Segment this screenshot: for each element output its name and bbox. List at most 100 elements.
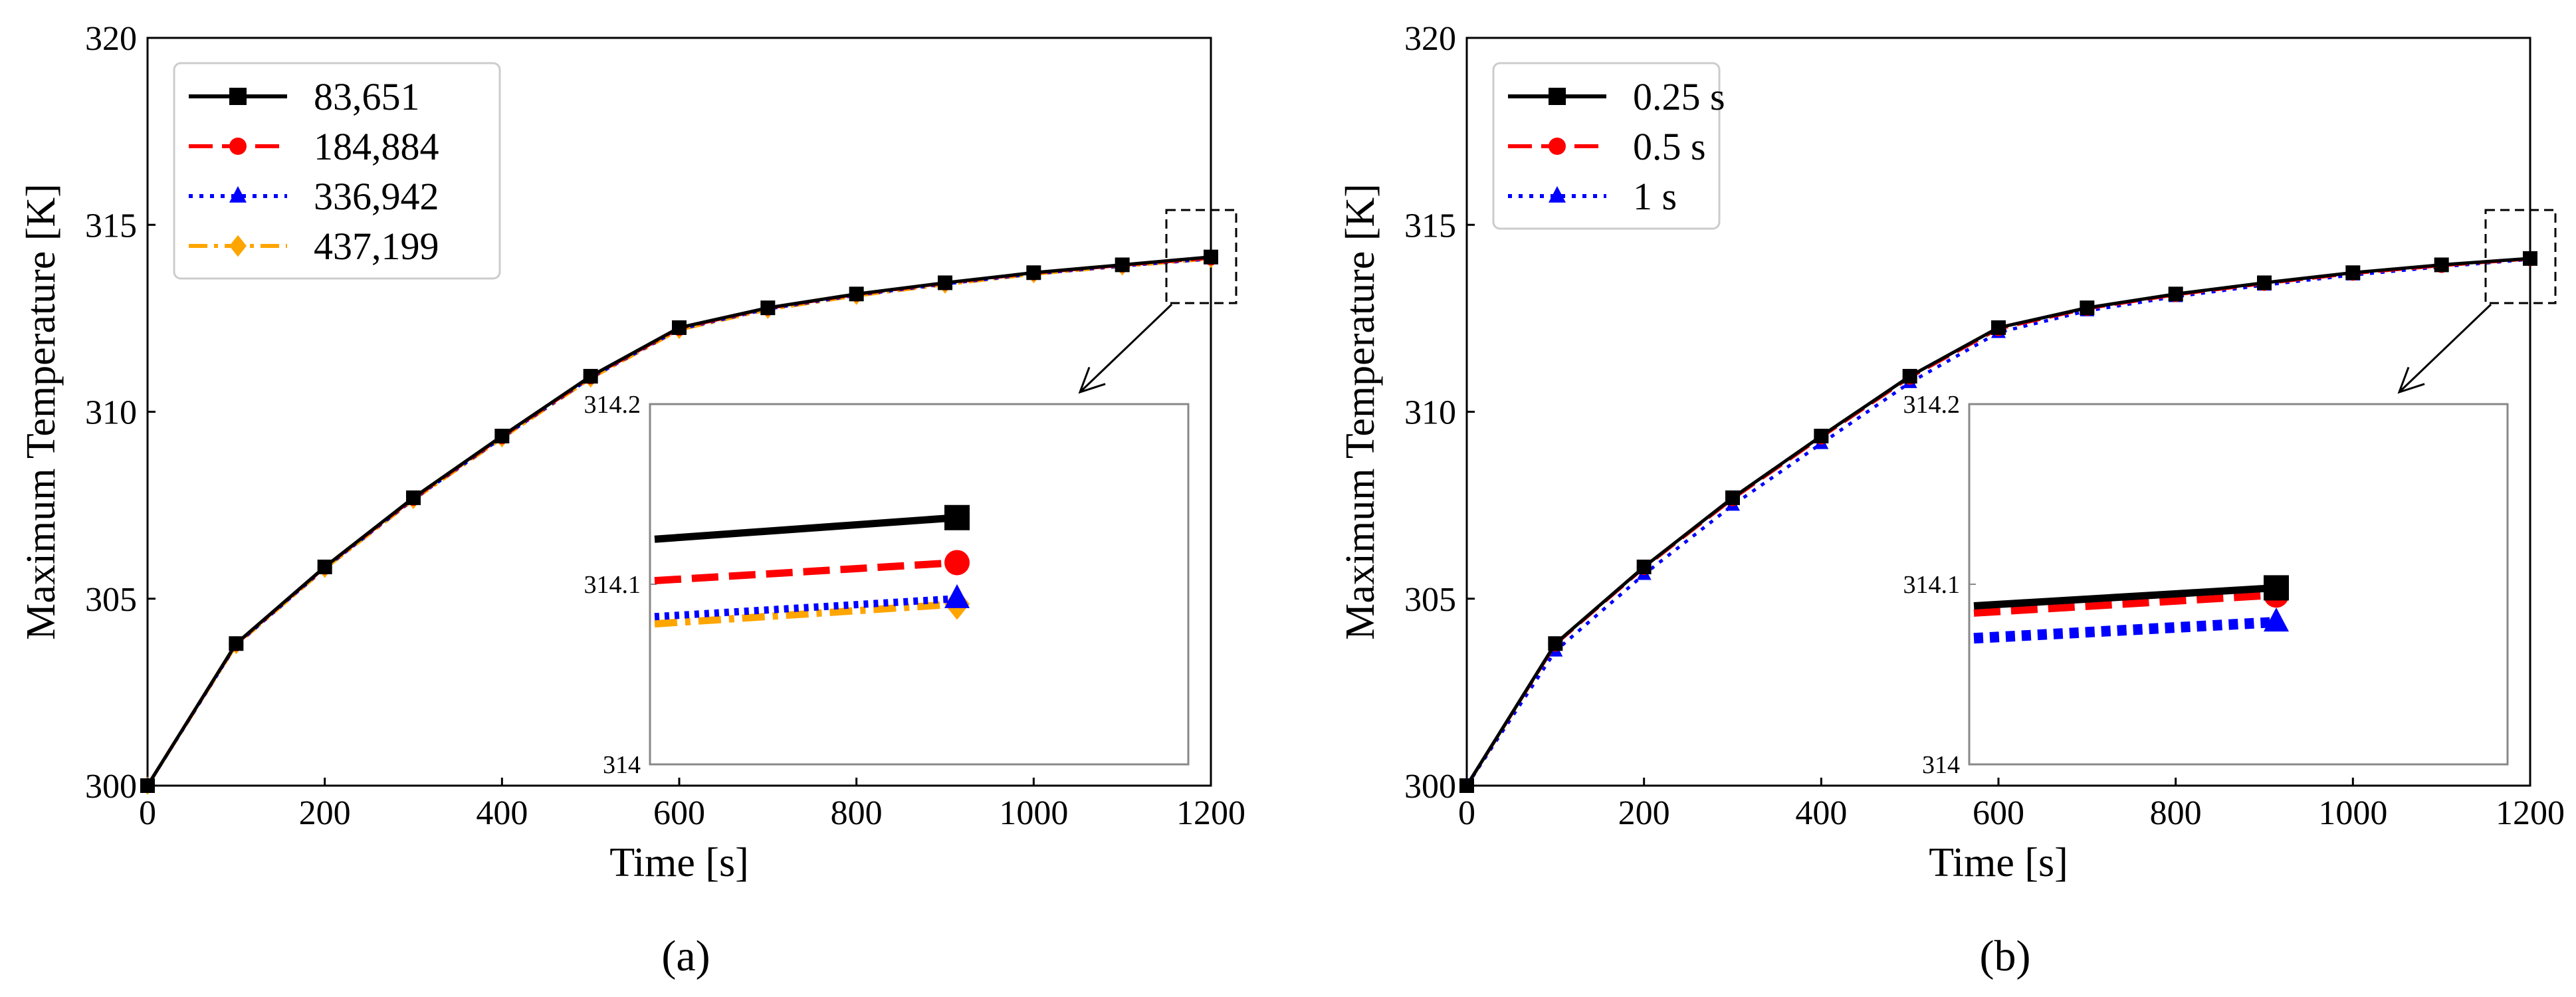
data-point <box>1026 265 1041 280</box>
y-tick-label: 320 <box>1404 20 1456 58</box>
inset-series-line <box>654 600 958 628</box>
data-point <box>583 369 598 384</box>
inset-data-point <box>2264 608 2289 632</box>
data-point <box>494 429 510 444</box>
y-tick-label: 320 <box>85 20 137 58</box>
legend-marker <box>1549 138 1566 155</box>
legend-marker <box>1549 88 1566 105</box>
data-point <box>760 300 776 316</box>
legend-label: 1 s <box>1633 175 1677 218</box>
legend-frame <box>173 62 501 280</box>
panel-caption: (b) <box>1980 932 2031 980</box>
inset-data-point <box>944 550 970 576</box>
x-tick-label: 0 <box>139 794 156 832</box>
zoom-box <box>1165 209 1237 304</box>
y-tick-label: 305 <box>85 581 137 619</box>
data-point <box>140 778 155 793</box>
legend-marker <box>229 186 247 203</box>
y-tick-label: 300 <box>85 768 137 806</box>
x-tick-label: 800 <box>2150 794 2202 832</box>
inset-series-line <box>1973 616 2277 644</box>
legend-marker <box>229 138 247 155</box>
legend-label: 336,942 <box>314 175 439 218</box>
data-point <box>1459 778 1474 793</box>
inset-series-line <box>654 514 958 543</box>
data-point <box>1115 257 1130 273</box>
x-tick-label: 1200 <box>2496 794 2565 832</box>
data-point <box>2257 275 2272 290</box>
x-tick-label: 800 <box>831 794 883 832</box>
y-tick-label: 305 <box>1404 581 1456 619</box>
x-tick-label: 1200 <box>1176 794 1245 832</box>
data-point <box>2168 286 2183 302</box>
y-tick-label: 310 <box>85 394 137 432</box>
data-point <box>938 275 952 290</box>
panel-caption: (a) <box>661 932 710 980</box>
inset-series-line <box>1973 591 2277 617</box>
inset-y-tick-label: 314.1 <box>584 571 641 599</box>
data-point <box>317 559 332 574</box>
series-0 <box>1459 251 2537 793</box>
inset-series-line <box>1973 584 2277 610</box>
inset-series-0 <box>1973 575 2289 610</box>
legend-marker <box>229 235 247 257</box>
inset-frame <box>649 403 1190 766</box>
data-point <box>2345 265 2361 280</box>
x-axis-label: Time [s] <box>609 840 749 885</box>
inset-series-line <box>654 595 958 621</box>
x-tick-label: 400 <box>476 794 528 832</box>
legend: 83,651 184,884 336,942 437,199 <box>173 62 501 280</box>
inset: 314 314.1 314.2 <box>1903 391 2509 779</box>
legend-marker <box>1549 186 1566 203</box>
legend: 0.25 s 0.5 s 1 s <box>1492 62 1725 230</box>
legend-label: 83,651 <box>314 75 420 118</box>
legend-label: 184,884 <box>314 125 439 168</box>
data-point <box>229 636 244 651</box>
inset: 314 314.1 314.2 <box>584 391 1190 779</box>
chart-b: 0 200 400 600 800 1000 1200 300 305 310 315 320 Time… <box>1338 20 2565 980</box>
y-axis-label: Maximum Temperature [K] <box>1338 183 1383 640</box>
y-tick-label: 310 <box>1404 394 1456 432</box>
inset-series-0 <box>654 504 970 543</box>
legend-marker <box>229 88 247 105</box>
zoom-arrow <box>2398 303 2492 393</box>
y-tick-label: 300 <box>1404 768 1456 806</box>
data-point <box>672 320 687 335</box>
x-tick-label: 1000 <box>2318 794 2387 832</box>
inset-data-point <box>944 584 970 608</box>
inset-data-point <box>944 504 970 530</box>
data-point <box>1204 249 1218 265</box>
data-point <box>2434 257 2449 273</box>
zoom-arrow <box>1079 303 1173 393</box>
x-axis-label: Time [s] <box>1929 840 2068 885</box>
data-point <box>1548 636 1563 651</box>
inset-y-tick-label: 314.2 <box>584 391 641 419</box>
data-point <box>1814 429 1829 444</box>
x-tick-label: 200 <box>1618 794 1670 832</box>
inset-series-line <box>654 558 958 585</box>
x-tick-label: 1000 <box>999 794 1068 832</box>
legend-label: 0.25 s <box>1633 75 1725 118</box>
series-0 <box>140 249 1218 793</box>
inset-series-1 <box>654 550 970 585</box>
zoom-arrow-head <box>1078 367 1106 394</box>
data-point <box>1725 490 1740 505</box>
data-point <box>406 490 421 505</box>
data-point <box>1991 320 2006 335</box>
zoom-arrow-head <box>2397 367 2425 394</box>
y-tick-label: 315 <box>1404 207 1456 245</box>
y-tick-label: 315 <box>85 207 137 245</box>
inset-y-tick-label: 314.1 <box>1903 571 1961 599</box>
data-point <box>1636 559 1652 574</box>
legend-label: 437,199 <box>314 225 439 268</box>
data-point <box>2523 251 2537 266</box>
inset-y-tick-label: 314 <box>1922 751 1960 779</box>
inset-data-point <box>2264 575 2289 601</box>
data-point <box>1902 369 1917 384</box>
inset-series-2 <box>1973 608 2289 644</box>
legend-label: 0.5 s <box>1633 125 1706 168</box>
inset-y-tick-label: 314.2 <box>1903 391 1961 419</box>
x-tick-label: 200 <box>299 794 351 832</box>
zoom-box <box>2484 209 2557 304</box>
